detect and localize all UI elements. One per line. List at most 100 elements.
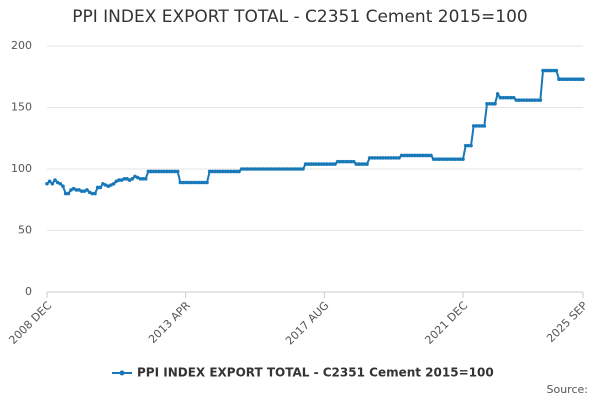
point xyxy=(458,157,463,161)
point xyxy=(319,162,324,166)
legend-label: PPI INDEX EXPORT TOTAL - C2351 Cement 20… xyxy=(137,366,494,380)
point xyxy=(453,157,457,161)
point xyxy=(266,167,271,171)
point xyxy=(303,162,308,166)
point xyxy=(285,167,289,171)
point xyxy=(402,153,407,158)
point xyxy=(503,95,508,100)
point xyxy=(234,169,239,174)
point xyxy=(397,156,401,160)
point xyxy=(191,180,196,185)
point xyxy=(383,156,388,160)
point xyxy=(250,167,255,171)
point xyxy=(277,167,281,171)
point xyxy=(487,102,492,106)
point xyxy=(58,181,63,186)
point xyxy=(367,156,372,160)
point xyxy=(122,177,127,181)
point xyxy=(247,167,252,171)
point xyxy=(138,177,143,181)
x-tick-label: 2021 DEC xyxy=(422,299,470,347)
point xyxy=(189,180,193,185)
point xyxy=(359,162,364,166)
point xyxy=(469,143,473,148)
point xyxy=(143,177,148,181)
point xyxy=(74,188,79,192)
point xyxy=(343,159,348,164)
point xyxy=(575,77,580,82)
point xyxy=(181,180,185,185)
point xyxy=(311,162,316,166)
point xyxy=(330,162,335,166)
chart-title: PPI INDEX EXPORT TOTAL - C2351 Cement 20… xyxy=(72,7,527,27)
point xyxy=(477,124,481,128)
point xyxy=(429,153,433,158)
point xyxy=(263,167,268,171)
point xyxy=(231,169,236,174)
point xyxy=(501,95,505,100)
point xyxy=(362,162,367,166)
point xyxy=(338,159,343,164)
point xyxy=(471,124,476,128)
x-tick-label: 2013 APR xyxy=(146,299,193,346)
x-tick-label: 2017 AUG xyxy=(283,299,332,348)
point xyxy=(567,77,572,82)
point xyxy=(490,102,495,106)
point xyxy=(578,77,583,82)
point xyxy=(242,167,247,171)
point xyxy=(426,153,431,158)
point xyxy=(165,169,169,174)
point xyxy=(538,98,543,102)
point xyxy=(199,180,204,185)
point xyxy=(50,181,55,186)
point xyxy=(514,98,519,102)
point xyxy=(130,177,135,181)
point xyxy=(535,98,540,102)
point xyxy=(245,167,249,171)
x-tick-label: 2008 DEC xyxy=(6,299,54,347)
point xyxy=(485,102,489,106)
point xyxy=(341,159,345,164)
point xyxy=(197,180,201,185)
point xyxy=(551,68,556,73)
point xyxy=(255,167,260,171)
point xyxy=(63,191,68,196)
point xyxy=(434,157,439,161)
point xyxy=(386,156,391,160)
point xyxy=(351,159,356,164)
point xyxy=(375,156,380,160)
point xyxy=(186,180,191,185)
point xyxy=(455,157,460,161)
point xyxy=(519,98,524,102)
point xyxy=(354,162,359,166)
point xyxy=(269,167,273,171)
point xyxy=(194,180,199,185)
point xyxy=(167,169,172,174)
point xyxy=(45,181,49,186)
point xyxy=(154,169,159,174)
point xyxy=(410,153,415,158)
point xyxy=(261,167,265,171)
point xyxy=(413,153,417,158)
point xyxy=(253,167,257,171)
point xyxy=(295,167,300,171)
point xyxy=(314,162,319,166)
point xyxy=(327,162,332,166)
point xyxy=(210,169,215,174)
point xyxy=(175,169,180,174)
point xyxy=(389,156,393,160)
point xyxy=(418,153,423,158)
point xyxy=(399,153,404,158)
y-tick-label: 150 xyxy=(11,101,32,114)
point xyxy=(290,167,295,171)
point xyxy=(141,177,145,181)
point xyxy=(570,77,575,82)
point xyxy=(423,153,428,158)
y-tick-label: 0 xyxy=(25,285,32,298)
point xyxy=(306,162,311,166)
point xyxy=(466,143,471,148)
point xyxy=(415,153,420,158)
point xyxy=(226,169,231,174)
point xyxy=(405,153,409,158)
source-label: Source: xyxy=(547,383,589,396)
